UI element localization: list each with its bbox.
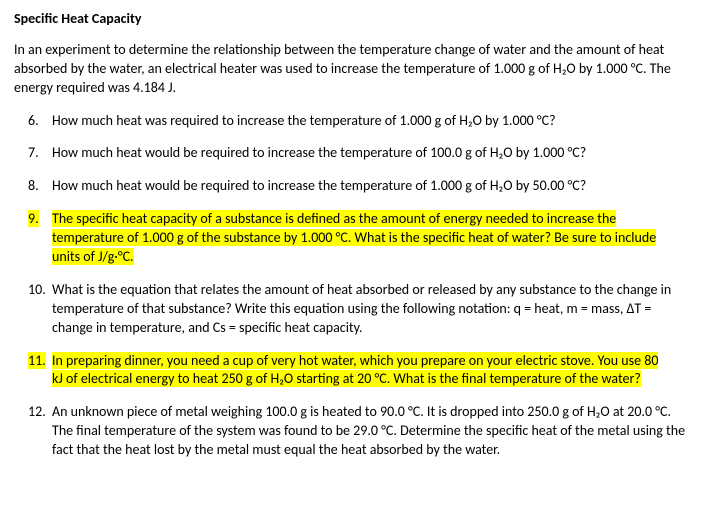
question-number: 11. [28,352,52,390]
question-6: 6. How much heat was required to increas… [14,112,695,131]
question-11: 11. In preparing dinner, you need a cup … [14,352,695,390]
question-text: How much heat would be required to incre… [52,177,695,196]
highlighted-text: In preparing dinner, you need a cup of v… [52,352,658,369]
question-number: 8. [28,177,52,196]
highlighted-text: temperature of 1.000 g of the substance … [52,229,656,246]
question-number: 7. [28,144,52,163]
question-7: 7. How much heat would be required to in… [14,144,695,163]
question-text: How much heat was required to increase t… [52,112,695,131]
highlighted-text: units of J/g·°C. [52,248,134,265]
section-title: Specific Heat Capacity [14,10,695,29]
question-number: 6. [28,112,52,131]
question-10: 10. What is the equation that relates th… [14,281,695,338]
question-text: What is the equation that relates the am… [52,281,695,338]
question-8: 8. How much heat would be required to in… [14,177,695,196]
question-number: 12. [28,403,52,460]
question-number: 9. [28,210,52,267]
question-text: How much heat would be required to incre… [52,144,695,163]
question-text: An unknown piece of metal weighing 100.0… [52,403,695,460]
highlighted-text: kJ of electrical energy to heat 250 g of… [52,370,641,387]
question-9: 9. The specific heat capacity of a subst… [14,210,695,267]
question-text: In preparing dinner, you need a cup of v… [52,352,695,390]
question-12: 12. An unknown piece of metal weighing 1… [14,403,695,460]
intro-paragraph: In an experiment to determine the relati… [14,41,695,98]
question-number: 10. [28,281,52,338]
question-text: The specific heat capacity of a substanc… [52,210,695,267]
highlighted-text: The specific heat capacity of a substanc… [52,210,616,227]
